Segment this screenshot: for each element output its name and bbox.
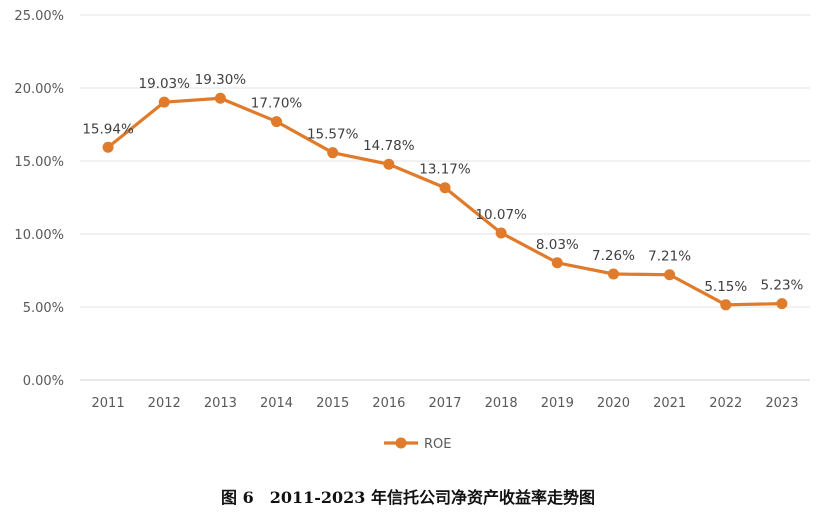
x-axis-ticks: 2011 2012 2013 2014 2015 2016 2017 2018 2019 2020…	[92, 396, 799, 411]
x-tick-label: 2020	[597, 396, 630, 411]
data-label: 15.94%	[82, 121, 134, 137]
y-tick-label: 10.00%	[14, 228, 64, 243]
data-point	[664, 269, 676, 281]
roe-line	[106, 96, 784, 307]
x-tick-label: 2019	[541, 396, 574, 411]
data-point	[158, 96, 170, 108]
legend: ROE	[384, 437, 451, 452]
data-point	[720, 299, 732, 311]
gridlines	[80, 14, 810, 381]
x-tick-label: 2017	[428, 396, 461, 411]
x-tick-label: 2013	[204, 396, 237, 411]
series-roe	[102, 92, 788, 311]
data-point	[607, 268, 619, 280]
data-label: 15.57%	[307, 127, 359, 143]
data-point	[214, 92, 226, 104]
x-tick-label: 2011	[92, 396, 125, 411]
x-tick-label: 2021	[653, 396, 686, 411]
data-point	[271, 116, 283, 128]
legend-marker-swatch	[395, 437, 407, 449]
x-tick-label: 2023	[765, 396, 798, 411]
x-tick-label: 2022	[709, 396, 742, 411]
y-tick-label: 25.00%	[14, 9, 64, 24]
y-axis-ticks: 0.00% 5.00% 10.00% 15.00% 20.00% 25.00%	[14, 9, 64, 389]
data-label: 14.78%	[363, 138, 415, 154]
y-tick-label: 15.00%	[14, 155, 64, 170]
x-tick-label: 2018	[485, 396, 518, 411]
data-label: 19.30%	[195, 72, 247, 88]
data-point	[102, 141, 114, 153]
y-tick-label: 20.00%	[14, 82, 64, 97]
data-point	[551, 257, 563, 269]
x-tick-label: 2016	[372, 396, 405, 411]
data-point	[439, 182, 451, 194]
data-label: 13.17%	[419, 162, 471, 178]
figure-caption: 图 6 2011-2023 年信托公司净资产收益率走势图	[221, 488, 595, 507]
data-label: 19.03%	[138, 76, 190, 92]
data-label: 5.15%	[704, 279, 747, 295]
y-tick-label: 5.00%	[23, 301, 64, 316]
data-point	[776, 298, 788, 310]
data-point	[495, 227, 507, 239]
data-point	[383, 158, 395, 170]
legend-label: ROE	[424, 437, 451, 452]
data-label: 7.21%	[648, 249, 691, 265]
x-tick-label: 2015	[316, 396, 349, 411]
data-label: 7.26%	[592, 248, 635, 264]
x-tick-label: 2014	[260, 396, 293, 411]
data-label: 17.70%	[251, 96, 303, 112]
y-tick-label: 0.00%	[23, 374, 64, 389]
x-tick-label: 2012	[148, 396, 181, 411]
data-label: 5.23%	[760, 278, 803, 294]
data-label: 8.03%	[536, 237, 579, 253]
data-point	[327, 147, 339, 159]
data-labels: 15.94% 19.03% 19.30%17.70%15.57%14.78%13.1…	[82, 72, 803, 295]
data-label: 10.07%	[475, 207, 527, 223]
